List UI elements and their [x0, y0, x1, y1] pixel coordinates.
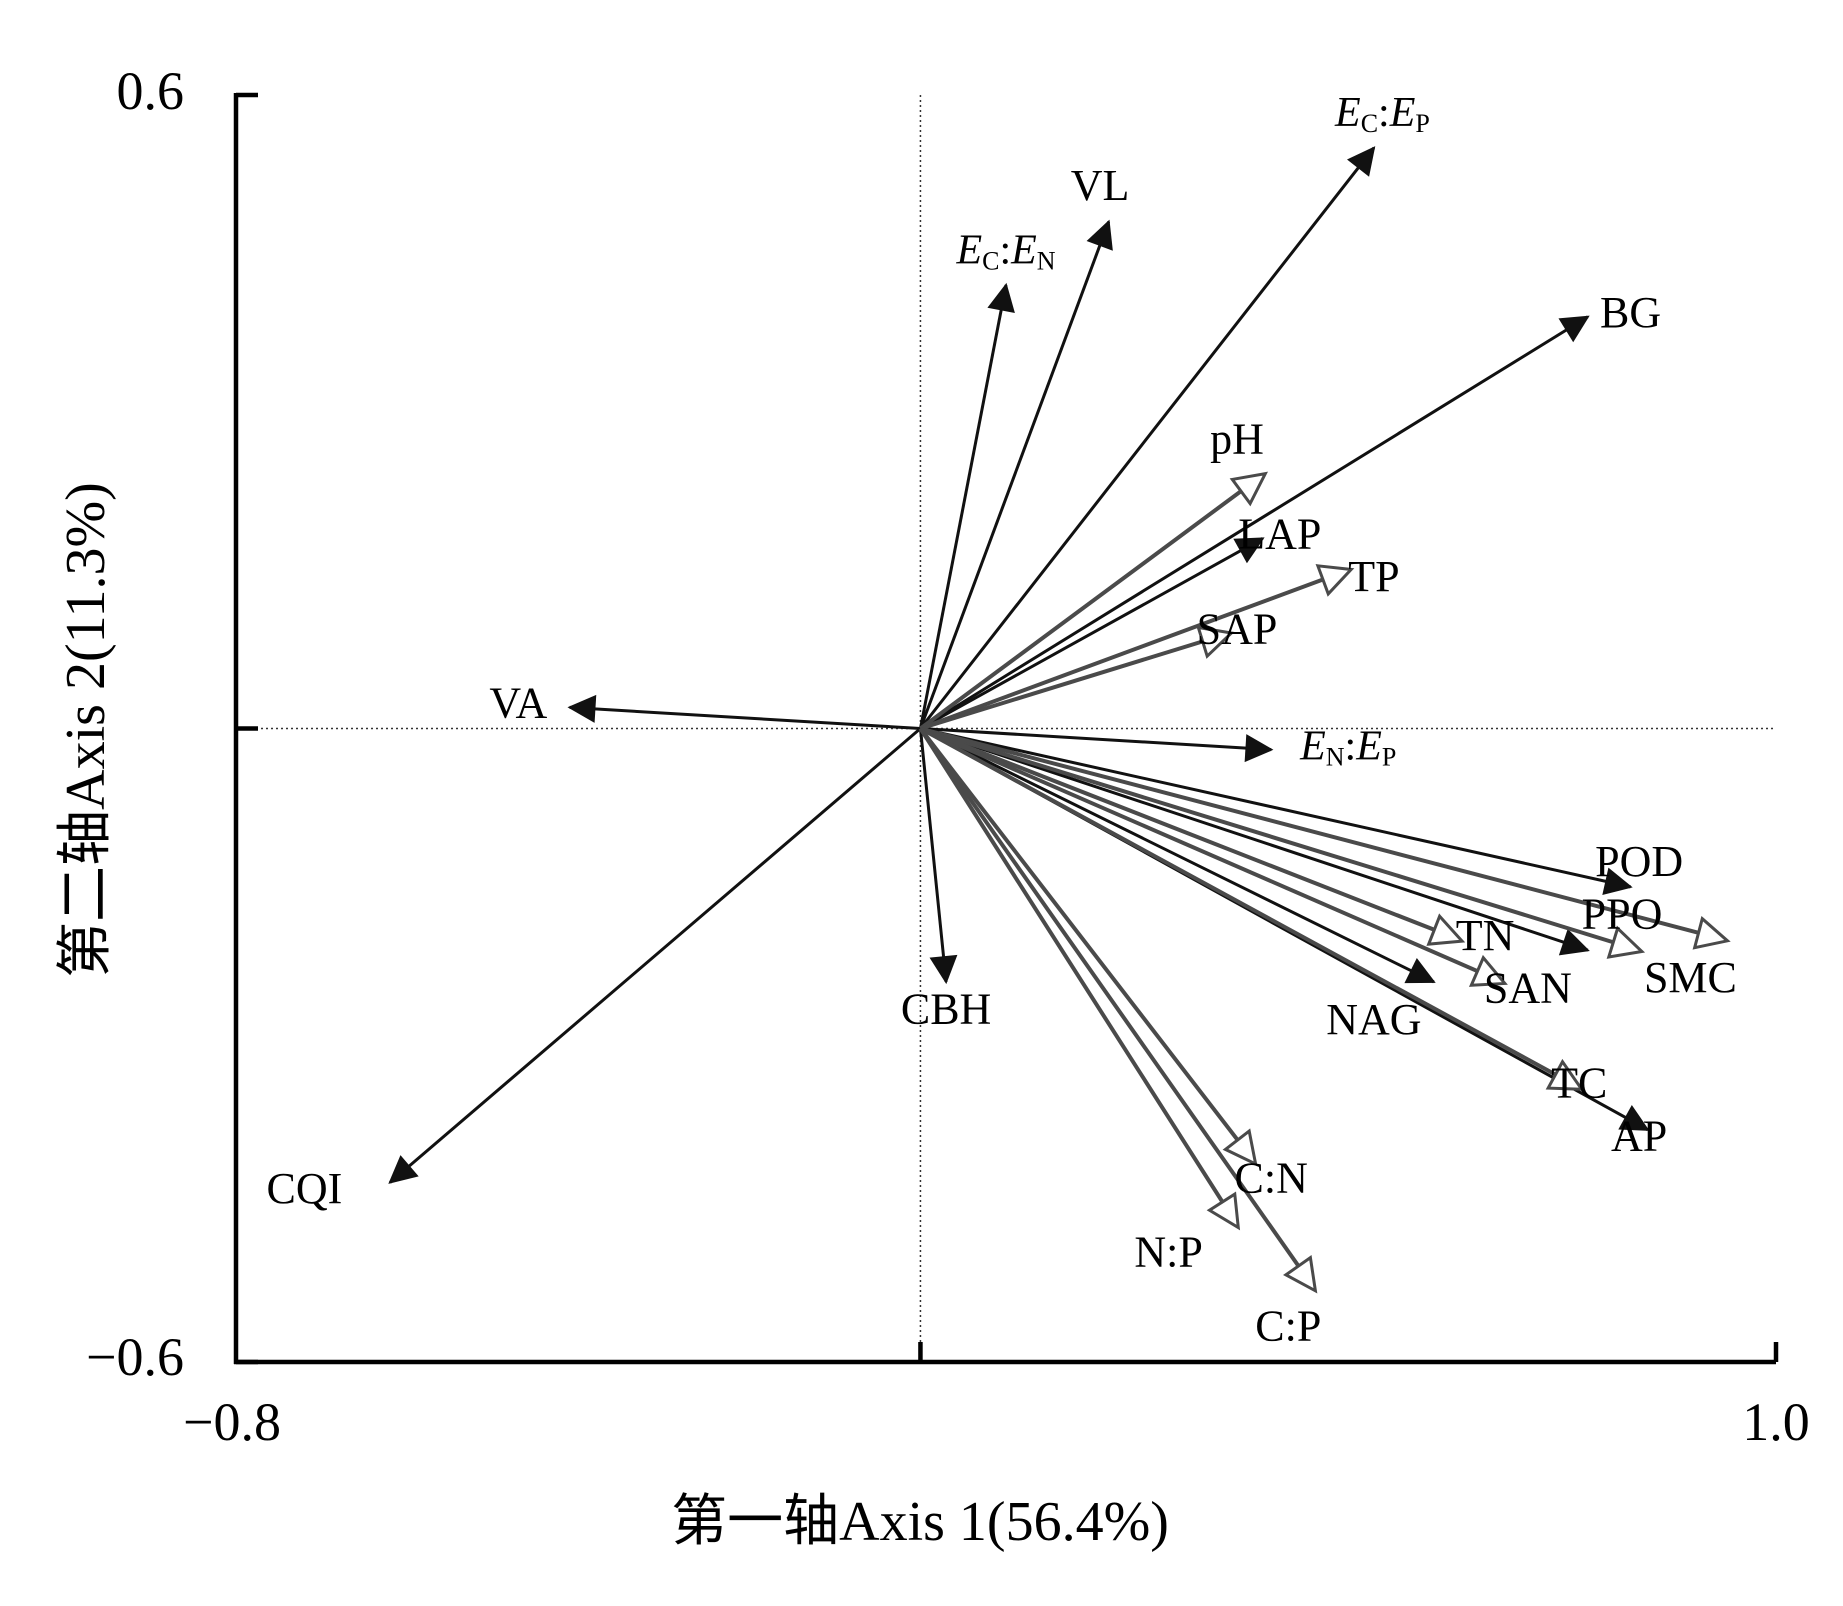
ratio-label-c-n: EC:EN — [955, 227, 1055, 275]
x-axis-title: 第一轴Axis 1(56.4%) — [671, 1491, 1169, 1553]
vector-arrow-va — [567, 694, 921, 730]
vector-arrow-pod — [920, 727, 1633, 895]
vector-label-nag: NAG — [1326, 995, 1421, 1044]
y-tick-label-bottom: −0.6 — [86, 1327, 184, 1387]
vector-label-vl: VL — [1071, 161, 1130, 210]
vector-arrow-cqi — [388, 727, 922, 1184]
vector-arrow-e-c-e-p — [919, 146, 1376, 730]
vector-label-san: SAN — [1484, 964, 1572, 1013]
vector-arrow-tc — [919, 726, 1585, 1091]
vector-label-smc: SMC — [1644, 953, 1737, 1002]
vector-label-ppo: PPO — [1582, 890, 1663, 939]
vector-arrow-e-c-e-n — [918, 282, 1015, 729]
vector-arrow-smc — [919, 727, 1590, 956]
vector-arrow-sap — [919, 625, 1235, 731]
vector-label-pod: POD — [1595, 837, 1683, 886]
vector-arrow-c-p — [918, 727, 1318, 1294]
vector-label-tp: TP — [1348, 552, 1399, 601]
vector-arrow-tn — [919, 726, 1508, 987]
vector-arrow-e-n-e-p — [920, 727, 1274, 763]
vector-arrow-cbh — [918, 728, 958, 985]
vector-arrow-ph — [919, 471, 1269, 731]
vector-label-sap: SAP — [1197, 605, 1278, 654]
ratio-label-c-p: EC:EP — [1334, 90, 1430, 138]
vector-label-va: VA — [489, 678, 547, 727]
vector-arrow-bg — [919, 315, 1590, 730]
vector-arrow-ppo — [919, 726, 1646, 959]
vector-arrow-n-p — [918, 727, 1241, 1231]
vector-label-n-p: N:P — [1134, 1228, 1202, 1277]
vector-label-cbh: CBH — [901, 985, 991, 1034]
vector-label-cqi: CQI — [267, 1164, 343, 1213]
vector-label-ap: AP — [1611, 1111, 1667, 1160]
y-axis-title: 第二轴Axis 2(11.3%) — [55, 482, 117, 978]
vector-label-c-p: C:P — [1255, 1301, 1321, 1350]
vector-arrow-san — [919, 726, 1466, 946]
vector-label-tn: TN — [1456, 911, 1515, 960]
y-tick-label-top: 0.6 — [117, 61, 185, 121]
vector-arrow-c-n — [918, 727, 1258, 1167]
x-tick-label-left: −0.8 — [183, 1392, 281, 1452]
vector-arrows — [388, 146, 1731, 1294]
ratio-label-n-p: EN:EP — [1299, 723, 1396, 771]
vector-arrow-smc — [919, 726, 1731, 950]
x-tick-label-right: 1.0 — [1742, 1392, 1810, 1452]
vector-arrow-nag — [919, 727, 1436, 984]
vector-label-c-n: C:N — [1235, 1154, 1308, 1203]
vector-arrow-vl — [919, 219, 1113, 730]
vector-arrow-tp — [919, 564, 1355, 731]
vector-label-lap: LAP — [1238, 510, 1321, 559]
axis-ticks — [236, 92, 1779, 1365]
vector-label-tc: TC — [1551, 1059, 1607, 1108]
vector-arrow-lap — [919, 537, 1265, 730]
vector-label-ph: pH — [1210, 415, 1264, 464]
vector-label-bg: BG — [1600, 288, 1661, 337]
